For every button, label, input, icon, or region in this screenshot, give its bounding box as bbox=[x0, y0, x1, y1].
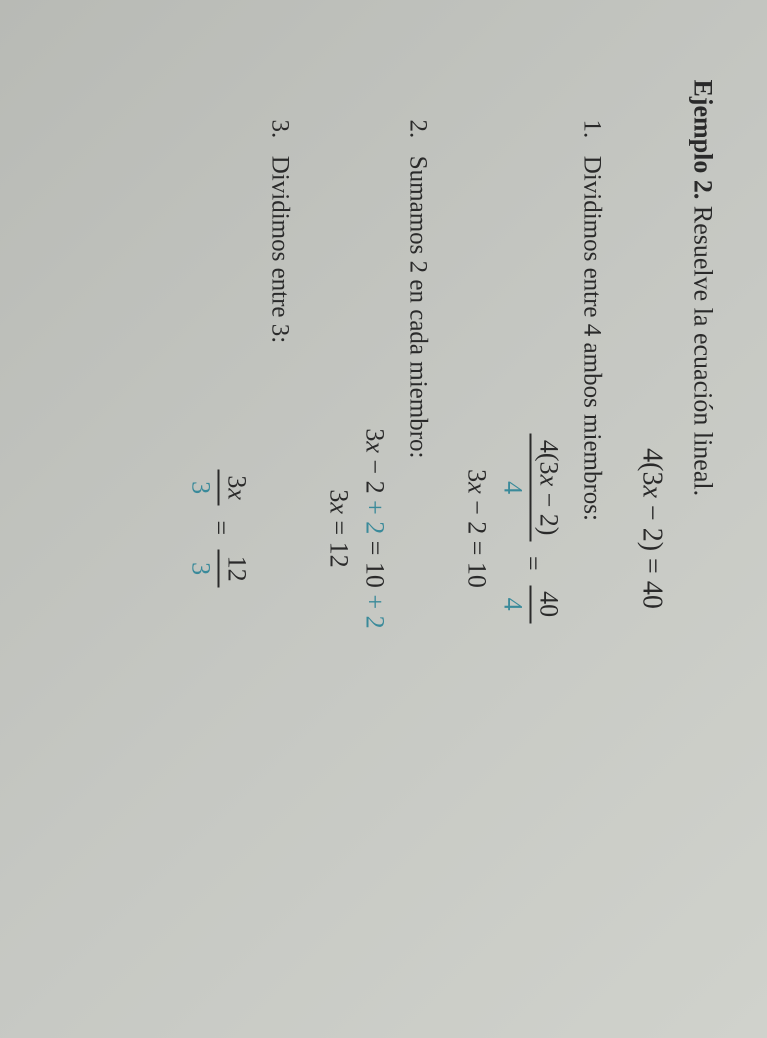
step-1: 1. Dividimos entre 4 ambos miembros: 4(3… bbox=[462, 80, 606, 978]
step-1-fraction-line: 4(3x − 2) 4 = 40 4 bbox=[498, 80, 564, 978]
step-3-label: 3. Dividimos entre 3: bbox=[266, 120, 294, 978]
step-1-equations: 4(3x − 2) 4 = 40 4 3x − 2 = 10 bbox=[462, 80, 564, 978]
step-2: 2. Sumamos 2 en cada miembro: 3x − 2 + 2… bbox=[324, 80, 432, 978]
step-3: 3. Dividimos entre 3: 3x 3 = 12 3 bbox=[186, 80, 294, 978]
fraction-right-3: 12 3 bbox=[186, 550, 252, 588]
step-2-label: 2. Sumamos 2 en cada miembro: bbox=[404, 120, 432, 978]
fraction-left-3: 3x 3 bbox=[186, 469, 252, 506]
step-2-line1: 3x − 2 + 2 = 10 + 2 bbox=[360, 80, 390, 978]
step-3-fraction-line: 3x 3 = 12 3 bbox=[186, 80, 252, 978]
step-3-equations: 3x 3 = 12 3 bbox=[186, 80, 252, 978]
step-2-equations: 3x − 2 + 2 = 10 + 2 3x = 12 bbox=[324, 80, 390, 978]
heading-text: Resuelve la ecuación lineal. bbox=[689, 206, 718, 496]
example-heading: Ejemplo 2. Resuelve la ecuación lineal. bbox=[688, 80, 718, 978]
heading-bold: Ejemplo 2. bbox=[689, 80, 718, 200]
fraction-right: 40 4 bbox=[498, 585, 564, 623]
step-2-line2: 3x = 12 bbox=[324, 80, 354, 978]
step-1-result: 3x − 2 = 10 bbox=[462, 80, 492, 978]
main-equation: 4(3x − 2) = 40 bbox=[636, 80, 668, 978]
step-1-label: 1. Dividimos entre 4 ambos miembros: bbox=[578, 120, 606, 978]
document-page: Ejemplo 2. Resuelve la ecuación lineal. … bbox=[1, 0, 767, 1038]
fraction-left: 4(3x − 2) 4 bbox=[498, 434, 564, 542]
